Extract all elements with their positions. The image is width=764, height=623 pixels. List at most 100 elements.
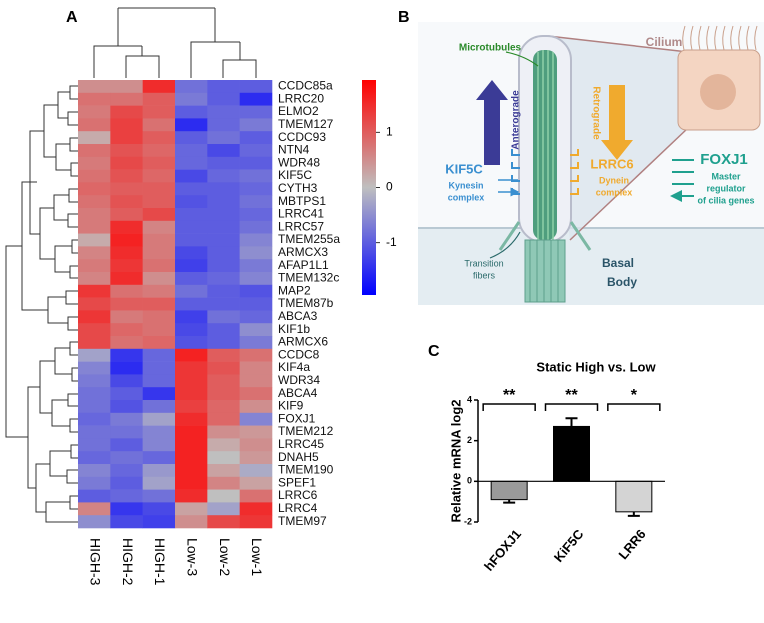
heatmap-cell [207, 272, 240, 286]
error-bar [565, 417, 578, 427]
heatmap-cell [207, 451, 240, 465]
heatmap-cell [239, 502, 273, 516]
heatmap-cell [142, 105, 176, 119]
heatmap-cell [175, 412, 208, 426]
row-label: LRRC57 [278, 219, 324, 233]
heatmap-cell [239, 156, 273, 170]
heatmap-cell [78, 489, 111, 503]
heatmap-cell [239, 323, 273, 337]
heatmap-cell [175, 425, 208, 439]
zoom-line [547, 35, 689, 53]
heatmap-cell [142, 246, 176, 260]
row-label: TMEM212 [278, 424, 334, 438]
row-label: ARMCX6 [278, 335, 328, 349]
heatmap-cell [78, 233, 111, 247]
heatmap-cell [142, 169, 176, 183]
heatmap-cell [239, 451, 273, 465]
heatmap-cell [78, 105, 111, 119]
heatmap-cell [207, 310, 240, 324]
heatmap-cell [110, 502, 143, 516]
row-label: MAP2 [278, 283, 311, 297]
diagram-label: Microtubules [459, 43, 522, 54]
color-bar-label: -1 [386, 235, 397, 249]
heatmap-cell [78, 336, 111, 350]
heatmap-cell [175, 92, 208, 106]
heatmap-cell [239, 425, 273, 439]
heatmap-cell [239, 374, 273, 388]
y-tick-label: 4 [467, 394, 472, 404]
heatmap-cell [207, 92, 240, 106]
heatmap-cell [78, 361, 111, 375]
heatmap-cell [110, 182, 143, 196]
heatmap-cell [78, 438, 111, 452]
heatmap-cell [175, 131, 208, 145]
heatmap-cell [239, 169, 273, 183]
heatmap-cell [175, 400, 208, 414]
column-label: Low-2 [217, 538, 233, 576]
significance-label: * [631, 387, 638, 404]
heatmap-cell [175, 438, 208, 452]
foxj1-arrows [672, 159, 694, 196]
heatmap-cell [78, 195, 111, 209]
heatmap-cell [110, 131, 143, 145]
heatmap-cell [142, 208, 176, 222]
row-label: KIF9 [278, 399, 304, 413]
heatmap-cell [78, 348, 111, 362]
heatmap-cell [239, 310, 273, 324]
heatmap-cell [78, 323, 111, 337]
retrograde-arrow [601, 85, 633, 160]
heatmap-cell [207, 348, 240, 362]
heatmap-cell [110, 208, 143, 222]
heatmap-cell [142, 502, 176, 516]
heatmap-cell [239, 400, 273, 414]
heatmap-cell [175, 284, 208, 298]
heatmap-cell [239, 476, 273, 490]
diagram-label: Cilium [646, 35, 683, 49]
heatmap-cell [142, 92, 176, 106]
diagram-label: Kynesin [448, 180, 483, 190]
heatmap-cell [142, 336, 176, 350]
heatmap-cell [239, 489, 273, 503]
heatmap-cell [110, 374, 143, 388]
heatmap-cell [78, 118, 111, 132]
heatmap-cell [142, 259, 176, 273]
heatmap-cell [110, 464, 143, 478]
heatmap-cell [110, 323, 143, 337]
diagram-label: FOXJ1 [700, 151, 748, 168]
column-label: Low-3 [184, 538, 200, 576]
heatmap-cell [110, 425, 143, 439]
heatmap-cell [110, 451, 143, 465]
heatmap-cell [110, 348, 143, 362]
heatmap-cell [207, 156, 240, 170]
heatmap-cell [110, 246, 143, 260]
bar [490, 480, 528, 501]
heatmap-cell [239, 220, 273, 234]
diagram-label: Anterograde [511, 90, 522, 150]
heatmap-cell [239, 259, 273, 273]
heatmap-cell [239, 336, 273, 350]
heatmap-cell [175, 361, 208, 375]
heatmap-cell [110, 118, 143, 132]
heatmap-cell [78, 451, 111, 465]
heatmap-cell [207, 515, 240, 529]
heatmap-cell [78, 259, 111, 273]
heatmap-cell [207, 208, 240, 222]
heatmap-cell [175, 233, 208, 247]
heatmap-cell [207, 361, 240, 375]
row-label: KIF4a [278, 360, 310, 374]
y-axis-title: Relative mRNA log2 [448, 399, 463, 522]
diagram-label: KIF5C [445, 161, 483, 176]
heatmap-cell [207, 464, 240, 478]
heatmap-cell [239, 92, 273, 106]
heatmap-cell [110, 92, 143, 106]
diagram-label: Retrograde [590, 86, 601, 140]
heatmap-cell [110, 361, 143, 375]
heatmap-cell [142, 348, 176, 362]
heatmap-cell [110, 233, 143, 247]
diagram-label: Transition [464, 258, 503, 268]
heatmap-cell [78, 220, 111, 234]
heatmap-cell [142, 323, 176, 337]
heatmap-cell [239, 118, 273, 132]
heatmap-cell [207, 336, 240, 350]
